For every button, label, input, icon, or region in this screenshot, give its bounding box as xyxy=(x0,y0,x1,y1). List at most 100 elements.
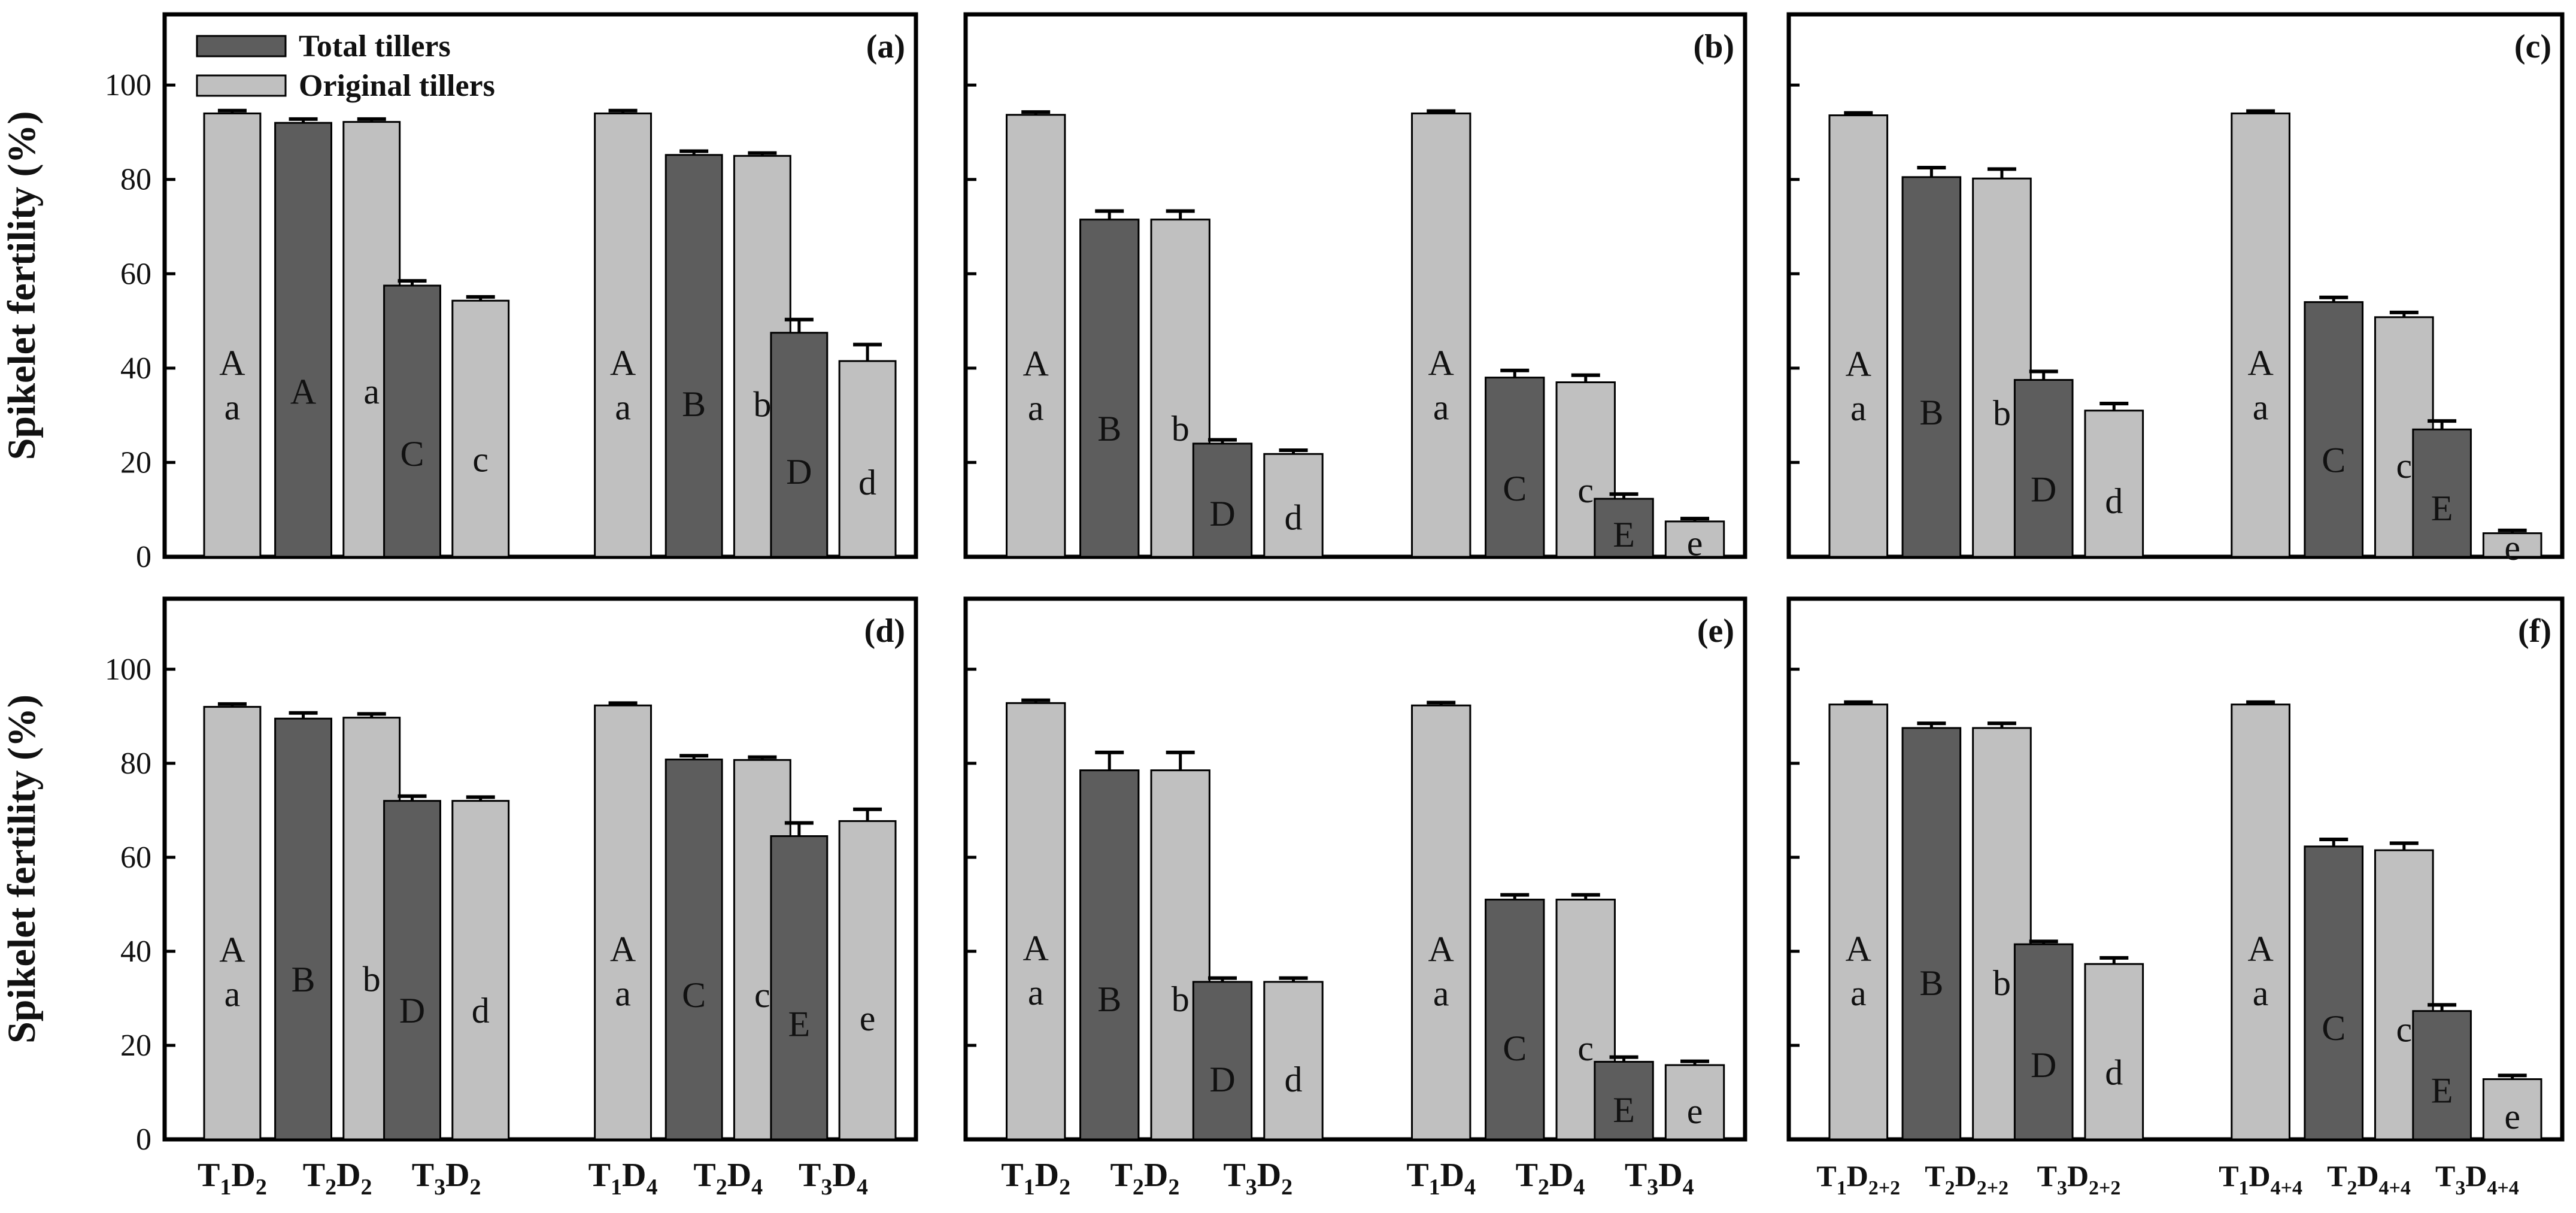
bar-total xyxy=(2304,845,2364,1141)
x-tick-label: T2D4+4 xyxy=(2327,1159,2411,1199)
bar-original xyxy=(2084,410,2144,558)
bar-total xyxy=(1594,1060,1654,1141)
significance-letter: A xyxy=(1428,930,1454,969)
bar-original xyxy=(594,704,652,1141)
x-label-D-sub: 2 xyxy=(470,1175,481,1200)
significance-letter: E xyxy=(1613,515,1635,554)
significance-letter: c xyxy=(754,975,770,1015)
x-label-T: T xyxy=(2435,1159,2455,1193)
significance-letter: a xyxy=(224,388,241,427)
x-label-T-sub: 1 xyxy=(2239,1177,2249,1199)
x-label-D-sub: 2 xyxy=(1168,1175,1179,1200)
x-label-D-sub: 4+4 xyxy=(2487,1177,2519,1199)
y-tick-label: 60 xyxy=(120,257,151,291)
y-tick-label: 20 xyxy=(120,1029,151,1063)
bar-total xyxy=(1901,727,1962,1141)
bar-original xyxy=(1411,704,1471,1141)
bar-original xyxy=(1828,114,1889,558)
significance-letter: a xyxy=(615,388,631,427)
x-label-D: D xyxy=(445,1157,469,1194)
significance-letter: c xyxy=(2396,1009,2412,1049)
x-label-D-sub: 2+2 xyxy=(1977,1177,2008,1199)
significance-letter: D xyxy=(399,991,425,1030)
panel-label: (e) xyxy=(1697,612,1734,650)
significance-letter: d xyxy=(858,463,876,502)
bar-original xyxy=(838,360,897,558)
x-label-T: T xyxy=(2327,1159,2347,1193)
x-label-T-sub: 2 xyxy=(2347,1177,2357,1199)
x-tick-label: T3D4+4 xyxy=(2435,1159,2519,1199)
significance-letter: E xyxy=(788,1005,811,1044)
significance-letter: A xyxy=(2247,344,2273,383)
significance-letter: a xyxy=(363,372,380,411)
y-tick-label: 0 xyxy=(136,1123,151,1157)
significance-letter: a xyxy=(224,974,241,1014)
x-tick-label: T1D2+2 xyxy=(1816,1159,1900,1199)
x-label-T: T xyxy=(303,1157,325,1194)
x-label-T: T xyxy=(799,1157,821,1194)
significance-letter: B xyxy=(292,960,315,999)
significance-letter: e xyxy=(860,999,876,1038)
significance-letter: b xyxy=(1993,963,2011,1003)
x-tick-label: T1D2 xyxy=(198,1157,267,1200)
x-label-D-sub: 4 xyxy=(857,1175,868,1200)
significance-letter: A xyxy=(1846,929,1871,969)
significance-letter: D xyxy=(2031,1045,2056,1085)
x-label-D: D xyxy=(336,1157,360,1194)
significance-letter: A xyxy=(1846,344,1871,384)
bar-total xyxy=(383,800,441,1141)
significance-letter: b xyxy=(363,959,381,999)
y-tick-label: 0 xyxy=(136,540,151,574)
significance-letter: E xyxy=(2431,1071,2453,1111)
significance-letter: a xyxy=(1433,974,1449,1014)
bar-total xyxy=(1079,219,1140,558)
significance-letter: D xyxy=(786,452,812,492)
significance-letter: A xyxy=(1428,344,1454,383)
significance-letter: d xyxy=(1284,1060,1302,1099)
bar-original xyxy=(2084,963,2144,1141)
significance-letter: D xyxy=(1209,494,1235,533)
x-label-D: D xyxy=(1035,1157,1059,1194)
x-label-T-sub: 2 xyxy=(1945,1177,1955,1199)
bar-total xyxy=(770,332,829,558)
x-label-T-sub: 3 xyxy=(2455,1177,2465,1199)
bar-original xyxy=(594,112,652,558)
x-label-D: D xyxy=(832,1157,856,1194)
x-label-D-sub: 4 xyxy=(1464,1175,1476,1200)
legend-label-total: Total tillers xyxy=(299,29,451,63)
significance-letter: E xyxy=(1613,1090,1635,1130)
bar-original xyxy=(1005,702,1066,1141)
significance-letter: a xyxy=(615,974,631,1014)
legend-swatch-original xyxy=(196,74,287,97)
x-label-D: D xyxy=(2465,1159,2487,1193)
significance-letter: A xyxy=(610,930,636,969)
x-label-T-sub: 2 xyxy=(1538,1175,1549,1200)
x-label-T-sub: 3 xyxy=(1647,1175,1658,1200)
legend-swatch-total xyxy=(196,35,287,57)
significance-letter: d xyxy=(1284,498,1302,538)
bar-original xyxy=(1005,114,1066,558)
bar-total xyxy=(274,122,332,558)
x-tick-label: T2D4 xyxy=(1516,1157,1585,1200)
bar-original xyxy=(1263,453,1324,558)
bar-original xyxy=(451,299,510,558)
significance-letter: a xyxy=(1028,973,1044,1012)
x-label-D: D xyxy=(231,1157,255,1194)
significance-letter: A xyxy=(2247,929,2273,969)
x-tick-label: T2D2+2 xyxy=(1925,1159,2008,1199)
legend-label-original: Original tillers xyxy=(299,69,495,103)
x-label-T-sub: 3 xyxy=(2057,1177,2067,1199)
bar-original xyxy=(203,706,262,1141)
bar-total xyxy=(665,154,723,558)
x-label-D: D xyxy=(622,1157,646,1194)
y-tick-label: 80 xyxy=(120,747,151,781)
panel-label: (f) xyxy=(2518,612,2551,650)
x-label-T: T xyxy=(693,1157,715,1194)
x-label-D-sub: 2 xyxy=(1059,1175,1070,1200)
x-label-T: T xyxy=(1816,1159,1836,1193)
bar-total xyxy=(770,835,829,1141)
